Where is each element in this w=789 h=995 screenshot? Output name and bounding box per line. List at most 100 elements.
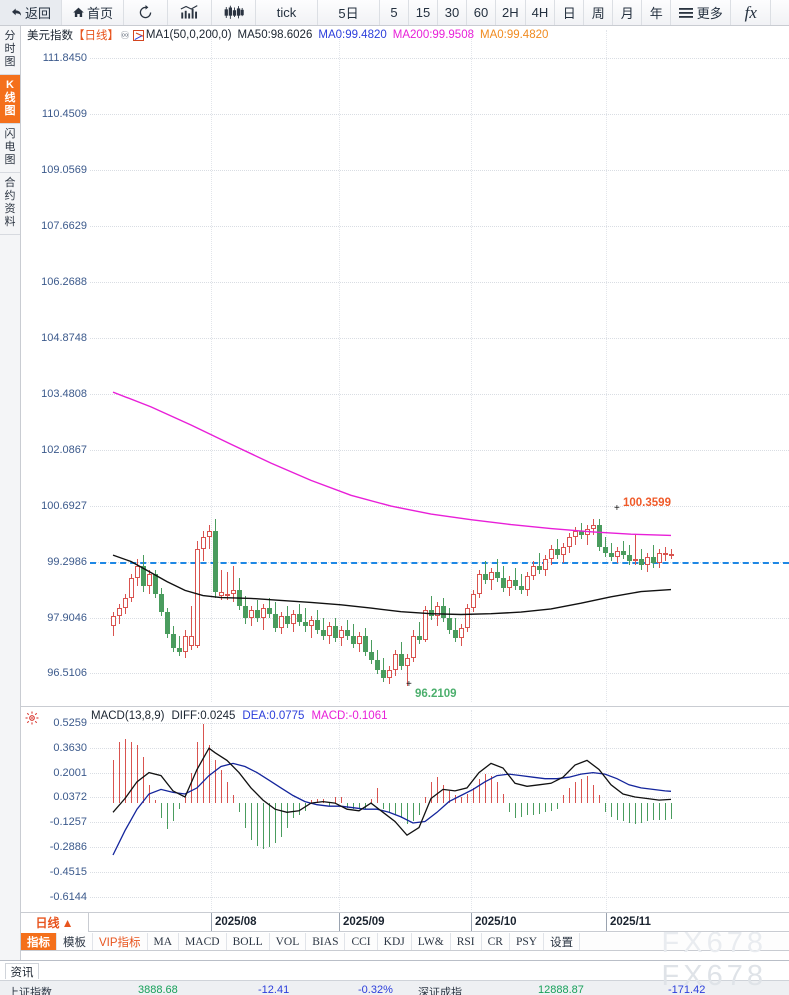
- indicator-button-8[interactable]: BIAS: [306, 933, 346, 950]
- macd-vertical-gridline: [211, 710, 212, 910]
- macd-gridline: [90, 772, 789, 774]
- tf-5m-button[interactable]: 5: [380, 0, 409, 25]
- macd-gridline: [90, 847, 789, 849]
- candle-body: [645, 557, 650, 566]
- tf-15m-button[interactable]: 15: [409, 0, 438, 25]
- indicator-button-14[interactable]: PSY: [510, 933, 545, 950]
- candle-body: [123, 597, 128, 608]
- news-ticker-cell-7: -171.42: [668, 984, 706, 995]
- macd-histogram-bar: [436, 777, 439, 804]
- candle-body: [483, 573, 488, 580]
- period-selector-button[interactable]: 日线 ▲: [21, 913, 89, 932]
- macd-histogram-bar: [340, 797, 343, 804]
- candle-body: [597, 525, 602, 548]
- sidebar-item-3[interactable]: 闪电图: [0, 124, 20, 173]
- barchart-button[interactable]: [168, 0, 212, 25]
- sidebar-item-char: 合: [4, 177, 16, 189]
- macd-histogram-bar: [394, 803, 397, 816]
- candle-body: [405, 657, 410, 666]
- indicator-button-2[interactable]: 模板: [57, 933, 93, 950]
- macd-axis-label: 0.3630: [53, 741, 87, 754]
- five-day-button[interactable]: 5日: [318, 0, 380, 25]
- macd-histogram-bar: [658, 803, 661, 820]
- sidebar-item-char: 料: [4, 216, 16, 228]
- sidebar-item-char: 线: [4, 92, 16, 104]
- tf-day-label: 日: [562, 6, 576, 21]
- macd-histogram-bar: [598, 795, 601, 804]
- macd-histogram-bar: [142, 757, 145, 804]
- macd-histogram-bar: [190, 772, 193, 804]
- price-plot[interactable]: 111.8450 110.4509 109.0569 107.6629 106.2688…: [21, 30, 789, 702]
- sidebar-item-char: 闪: [4, 128, 16, 140]
- candle-body: [243, 605, 248, 618]
- macd-histogram-bar: [238, 803, 241, 813]
- candle-body: [555, 549, 560, 556]
- candle-body: [225, 593, 230, 596]
- tf-4h-button[interactable]: 4H: [526, 0, 556, 25]
- home-label: 首页: [86, 6, 113, 21]
- indicator-button-4[interactable]: MA: [148, 933, 180, 950]
- symbol-label: 美元指数: [27, 30, 73, 42]
- indicator-button-7[interactable]: VOL: [270, 933, 307, 950]
- indicator-button-1[interactable]: 指标: [21, 933, 57, 950]
- tf-4h-label: 4H: [531, 5, 549, 20]
- globe-icon[interactable]: ♾: [120, 29, 130, 42]
- candle-body: [393, 653, 398, 670]
- macd-axis-label: 0.2001: [53, 766, 87, 779]
- news-ticker-row[interactable]: 上证指数 3888.68 -12.41 -0.32% 深证成指 12888.87 -171.…: [0, 981, 789, 995]
- macd-plot[interactable]: 0.5259 0.3630 0.2001 0.0372 -0.1257 -0.2886 -0…: [21, 710, 789, 910]
- indicator-button-11[interactable]: LW&: [412, 933, 451, 950]
- indicator-button-5[interactable]: MACD: [179, 933, 227, 950]
- macd-histogram-bar: [490, 775, 493, 804]
- indicator-button-15[interactable]: 设置: [544, 933, 581, 950]
- news-tab[interactable]: 资讯: [5, 963, 39, 979]
- candle-body: [423, 609, 428, 640]
- sidebar-item-1[interactable]: 分时图: [0, 26, 20, 75]
- indicator-button-3[interactable]: VIP指标: [93, 933, 148, 950]
- candle-body: [585, 529, 590, 536]
- candle-body: [195, 549, 200, 646]
- indicator-button-10[interactable]: KDJ: [378, 933, 412, 950]
- macd-histogram-bar: [214, 760, 217, 804]
- back-label: 返回: [24, 6, 51, 21]
- tf-2h-button[interactable]: 2H: [496, 0, 526, 25]
- candle-wick: [485, 561, 486, 584]
- tf-30m-button[interactable]: 30: [438, 0, 467, 25]
- candle-body: [285, 615, 290, 624]
- sidebar-item-4[interactable]: 合约资料: [0, 173, 20, 235]
- candle-body: [609, 553, 614, 558]
- more-button[interactable]: 更多: [671, 0, 732, 25]
- home-button[interactable]: 首页: [62, 0, 124, 25]
- candlestick-button[interactable]: [212, 0, 256, 25]
- indicator-button-13[interactable]: CR: [482, 933, 510, 950]
- tf-60m-button[interactable]: 60: [467, 0, 496, 25]
- macd-histogram-bar: [544, 803, 547, 813]
- indicator-button-12[interactable]: RSI: [451, 933, 482, 950]
- tf-day-button[interactable]: 日: [555, 0, 585, 25]
- low-price-annotation: 96.2109: [415, 687, 457, 700]
- tick-button[interactable]: tick: [256, 0, 318, 25]
- indicator-button-6[interactable]: BOLL: [227, 933, 270, 950]
- macd-histogram-bar: [604, 803, 607, 813]
- hamburger-menu-icon: [678, 7, 693, 19]
- tf-week-button[interactable]: 周: [584, 0, 614, 25]
- candle-body: [459, 627, 464, 638]
- macd-histogram-bar: [508, 803, 511, 813]
- candle-body: [321, 629, 326, 636]
- refresh-button[interactable]: [124, 0, 168, 25]
- news-ticker-cell-1: 上证指数: [8, 987, 52, 995]
- macd-histogram-bar: [322, 798, 325, 804]
- macd-histogram-bar: [376, 787, 379, 804]
- macd-histogram-bar: [592, 784, 595, 804]
- candle-wick: [635, 535, 636, 566]
- settings-sun-icon[interactable]: [25, 711, 39, 725]
- formula-button[interactable]: fx: [731, 0, 772, 25]
- tf-month-button[interactable]: 月: [613, 0, 643, 25]
- macd-histogram-bar: [184, 797, 187, 804]
- indicator-button-9[interactable]: CCI: [345, 933, 378, 950]
- candle-wick: [353, 623, 354, 648]
- tf-year-button[interactable]: 年: [642, 0, 672, 25]
- back-button[interactable]: 返回: [0, 0, 62, 25]
